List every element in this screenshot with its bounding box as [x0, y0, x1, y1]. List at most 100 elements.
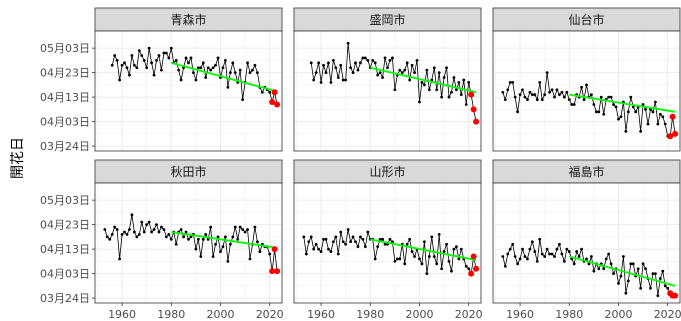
data-point — [199, 255, 203, 258]
data-point — [145, 66, 149, 70]
data-point — [120, 233, 124, 236]
data-point — [516, 262, 520, 266]
data-point — [346, 41, 350, 45]
data-point — [585, 83, 588, 87]
data-point — [523, 255, 527, 258]
data-point — [142, 230, 146, 234]
data-point — [189, 56, 193, 60]
data-point — [467, 81, 471, 84]
data-point — [658, 112, 662, 116]
panel-5: 山形市 1960 1980 2000 2020 — [293, 159, 483, 321]
data-point — [322, 237, 325, 241]
data-point — [199, 66, 203, 70]
data-point — [425, 68, 429, 72]
data-point — [187, 61, 190, 65]
data-point — [160, 225, 163, 229]
trend-line — [171, 231, 278, 249]
data-point — [508, 247, 512, 251]
data-point — [147, 220, 151, 224]
data-point — [329, 250, 333, 253]
data-point — [553, 95, 556, 99]
data-point — [567, 250, 571, 253]
data-point — [391, 56, 394, 60]
data-point — [533, 93, 537, 97]
data-point — [150, 230, 153, 234]
data-point — [233, 225, 237, 229]
data-point — [152, 228, 156, 231]
y-tick-label: 03月24日 — [40, 140, 90, 153]
data-point — [528, 90, 532, 94]
x-tick-label: 2020 — [455, 308, 483, 321]
data-point — [324, 71, 328, 75]
data-point — [241, 228, 245, 231]
data-point — [211, 255, 215, 258]
data-point — [555, 247, 559, 251]
data-point — [187, 237, 190, 241]
data-point — [530, 93, 534, 97]
data-point — [241, 98, 245, 101]
data-point — [587, 262, 591, 266]
data-point — [612, 272, 615, 276]
data-point — [312, 78, 316, 82]
data-point — [373, 257, 377, 261]
trend-line — [370, 238, 477, 262]
data-point — [376, 73, 380, 77]
highlight-point — [667, 133, 674, 140]
data-point — [420, 81, 424, 84]
y-tick-label: 04月03日 — [40, 268, 90, 281]
data-point — [506, 252, 510, 256]
data-point — [145, 223, 149, 227]
data-point — [400, 71, 404, 75]
panel-title: 山形市 — [369, 164, 405, 179]
highlight-point — [669, 113, 676, 120]
data-point — [312, 247, 316, 251]
data-point — [530, 240, 534, 244]
data-point — [653, 272, 657, 276]
data-point — [518, 257, 522, 261]
data-point — [307, 240, 311, 244]
x-tick-label: 2020 — [256, 308, 284, 321]
data-point — [393, 259, 397, 263]
data-point — [503, 264, 507, 268]
data-point — [464, 264, 468, 268]
highlight-point — [473, 265, 480, 272]
data-point — [115, 228, 119, 231]
highlight-point — [672, 130, 679, 137]
data-point — [597, 267, 601, 271]
data-point — [653, 100, 657, 104]
data-point — [410, 250, 414, 253]
data-point — [192, 71, 195, 75]
data-point — [403, 262, 407, 266]
x-tick-label: 2000 — [604, 308, 632, 321]
plot-area — [493, 31, 680, 151]
data-point — [467, 267, 471, 271]
data-point — [535, 98, 539, 101]
data-point — [243, 230, 247, 234]
data-point — [253, 63, 257, 67]
data-point — [607, 252, 611, 256]
data-point — [624, 291, 628, 295]
data-point — [550, 252, 554, 256]
highlight-point — [271, 89, 278, 96]
data-point — [607, 95, 611, 99]
data-point — [555, 88, 559, 92]
x-tick-label: 1960 — [506, 308, 534, 321]
data-point — [157, 230, 161, 234]
panel-3: 仙台市 — [492, 7, 681, 152]
data-point — [408, 237, 412, 241]
data-point — [329, 81, 333, 84]
grid — [493, 183, 680, 303]
data-point — [125, 66, 129, 70]
data-point — [196, 66, 200, 70]
panel-title: 秋田市 — [170, 164, 206, 179]
data-point — [268, 252, 272, 256]
data-point — [585, 257, 588, 261]
data-point — [565, 90, 569, 94]
data-point — [562, 259, 566, 263]
data-point — [258, 250, 262, 253]
data-point — [393, 88, 397, 92]
data-point — [349, 240, 352, 244]
x-tick-label: 1980 — [157, 308, 185, 321]
